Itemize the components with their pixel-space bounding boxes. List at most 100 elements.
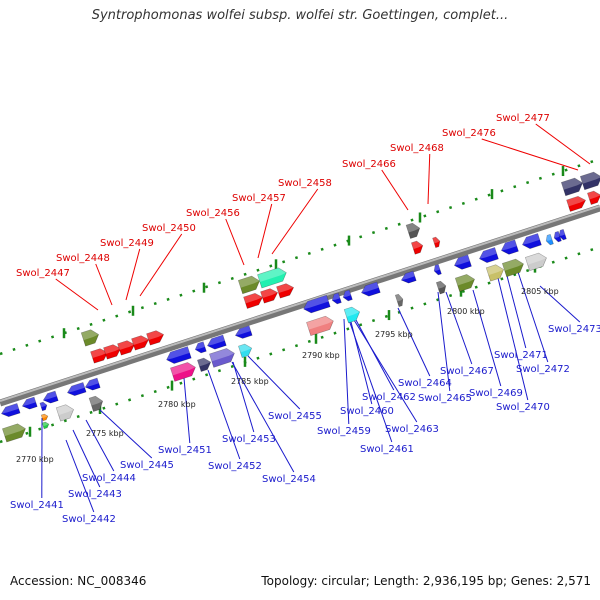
gene-arrow[interactable] bbox=[257, 266, 289, 289]
gene-arrow[interactable] bbox=[331, 292, 342, 305]
gene-label-top[interactable]: Swol_2458 bbox=[278, 178, 332, 189]
gene-label-bottom[interactable]: Swol_2443 bbox=[68, 489, 122, 500]
gene-arrow[interactable] bbox=[84, 377, 101, 392]
gene-label-bottom[interactable]: Swol_2454 bbox=[262, 474, 316, 485]
gene-arrow[interactable] bbox=[343, 305, 362, 324]
gene-arrow[interactable] bbox=[545, 233, 554, 246]
gene-label-bottom[interactable]: Swol_2455 bbox=[268, 411, 322, 422]
gene-arrow[interactable] bbox=[276, 282, 296, 299]
gene-arrow[interactable] bbox=[478, 247, 499, 265]
gene-label-top[interactable]: Swol_2477 bbox=[496, 113, 550, 124]
gene-label-bottom[interactable]: Swol_2441 bbox=[10, 500, 64, 511]
gene-arrow[interactable] bbox=[0, 403, 21, 418]
gene-arrow[interactable] bbox=[453, 254, 472, 271]
gene-label-bottom[interactable]: Swol_2462 bbox=[362, 392, 416, 403]
gene-arrow[interactable] bbox=[55, 403, 76, 422]
gene-arrow[interactable] bbox=[42, 390, 59, 405]
gene-arrow[interactable] bbox=[435, 280, 447, 295]
gene-arrow[interactable] bbox=[80, 328, 101, 347]
gene-label-top[interactable]: Swol_2466 bbox=[342, 159, 396, 170]
gene-arrow[interactable] bbox=[197, 356, 212, 372]
gene-arrow[interactable] bbox=[306, 314, 335, 337]
gene-label-top[interactable]: Swol_2457 bbox=[232, 193, 286, 204]
top-gene-labels: Swol_2447 Swol_2448 Swol_2449 Swol_2450 Swol… bbox=[16, 113, 550, 279]
gene-arrow[interactable] bbox=[66, 382, 87, 397]
gene-arrow[interactable] bbox=[39, 401, 48, 412]
gene-label-bottom[interactable]: Swol_2465 bbox=[418, 393, 472, 404]
gene-arrow[interactable] bbox=[558, 228, 567, 241]
gene-arrow[interactable] bbox=[90, 347, 110, 364]
gene-arrow[interactable] bbox=[501, 257, 525, 278]
gene-label-bottom[interactable]: Swol_2461 bbox=[360, 444, 414, 455]
gene-arrow[interactable] bbox=[146, 329, 166, 346]
gene-arrow[interactable] bbox=[40, 413, 49, 422]
gene-label-bottom[interactable]: Swol_2452 bbox=[208, 461, 262, 472]
gene-arrow[interactable] bbox=[170, 361, 197, 382]
gene-label-top[interactable]: Swol_2456 bbox=[186, 208, 240, 219]
gene-arrow[interactable] bbox=[560, 176, 584, 197]
gene-label-bottom[interactable]: Swol_2451 bbox=[158, 445, 212, 456]
gene-label-bottom[interactable]: Swol_2463 bbox=[385, 424, 439, 435]
top-leader-line bbox=[427, 153, 431, 205]
gene-arrow[interactable] bbox=[400, 270, 417, 285]
gene-label-bottom[interactable]: Swol_2453 bbox=[222, 434, 276, 445]
gene-arrow[interactable] bbox=[524, 251, 548, 272]
gene-arrow[interactable] bbox=[485, 263, 506, 282]
gene-label-top[interactable]: Swol_2448 bbox=[56, 253, 110, 264]
top-leader-line bbox=[225, 218, 245, 266]
gene-label-bottom[interactable]: Swol_2470 bbox=[496, 402, 550, 413]
gene-label-bottom[interactable]: Swol_2467 bbox=[440, 366, 494, 377]
gene-label-bottom[interactable]: Swol_2459 bbox=[317, 426, 371, 437]
gene-arrow[interactable] bbox=[194, 341, 207, 355]
gene-label-bottom[interactable]: Swol_2445 bbox=[120, 460, 174, 471]
gene-label-bottom[interactable]: Swol_2469 bbox=[469, 388, 523, 399]
gene-arrow[interactable] bbox=[238, 342, 253, 358]
gene-label-bottom[interactable]: Swol_2472 bbox=[516, 364, 570, 375]
gene-label-top[interactable]: Swol_2447 bbox=[16, 268, 70, 279]
bottom-leader-line bbox=[505, 271, 527, 349]
gene-arrow[interactable] bbox=[131, 334, 151, 351]
gene-label-top[interactable]: Swol_2450 bbox=[142, 223, 196, 234]
gene-arrow[interactable] bbox=[21, 396, 38, 411]
gene-label-top[interactable]: Swol_2449 bbox=[100, 238, 154, 249]
gene-arrow[interactable] bbox=[237, 274, 261, 295]
gene-arrow[interactable] bbox=[587, 189, 600, 205]
gene-arrow[interactable] bbox=[432, 236, 442, 249]
gene-arrow[interactable] bbox=[394, 293, 404, 308]
gene-label-top[interactable]: Swol_2476 bbox=[442, 128, 496, 139]
gene-arrow[interactable] bbox=[117, 339, 137, 356]
bottom-leader-line bbox=[517, 271, 549, 363]
gene-arrow[interactable] bbox=[88, 394, 105, 412]
gene-label-bottom[interactable]: Swol_2444 bbox=[82, 473, 136, 484]
bottom-leader-line bbox=[207, 369, 241, 460]
gene-arrow[interactable] bbox=[165, 346, 192, 366]
gene-arrow[interactable] bbox=[433, 263, 442, 276]
gene-arrow[interactable] bbox=[243, 292, 265, 309]
gene-label-bottom[interactable]: Swol_2460 bbox=[340, 406, 394, 417]
gene-arrow[interactable] bbox=[209, 347, 236, 368]
gene-label-bottom[interactable]: Swol_2464 bbox=[398, 378, 452, 389]
gene-arrow[interactable] bbox=[103, 343, 123, 360]
gene-arrow[interactable] bbox=[260, 287, 280, 304]
gene-arrow[interactable] bbox=[454, 273, 476, 292]
gene-arrow[interactable] bbox=[521, 233, 542, 251]
gene-arrow[interactable] bbox=[206, 334, 227, 351]
gene-arrow[interactable] bbox=[411, 240, 424, 255]
gene-label-bottom[interactable]: Swol_2473 bbox=[548, 324, 600, 335]
top-leader-line bbox=[481, 138, 579, 171]
gene-arrow[interactable] bbox=[405, 221, 422, 239]
gene-arrow[interactable] bbox=[566, 195, 588, 212]
gene-label-top[interactable]: Swol_2468 bbox=[390, 143, 444, 154]
gene-arrow[interactable] bbox=[41, 421, 50, 430]
bottom-leader-line bbox=[397, 307, 431, 377]
gene-arrow[interactable] bbox=[302, 294, 331, 314]
gene-arrow[interactable] bbox=[1, 422, 27, 443]
gene-arrow[interactable] bbox=[553, 230, 562, 243]
gene-arrow[interactable] bbox=[579, 170, 600, 191]
gene-arrow[interactable] bbox=[500, 239, 519, 256]
gene-label-bottom[interactable]: Swol_2471 bbox=[494, 350, 548, 361]
gene-arrow[interactable] bbox=[234, 325, 253, 340]
gene-label-bottom[interactable]: Swol_2442 bbox=[62, 514, 116, 525]
gene-arrow[interactable] bbox=[342, 289, 353, 302]
gene-arrow[interactable] bbox=[360, 281, 381, 298]
